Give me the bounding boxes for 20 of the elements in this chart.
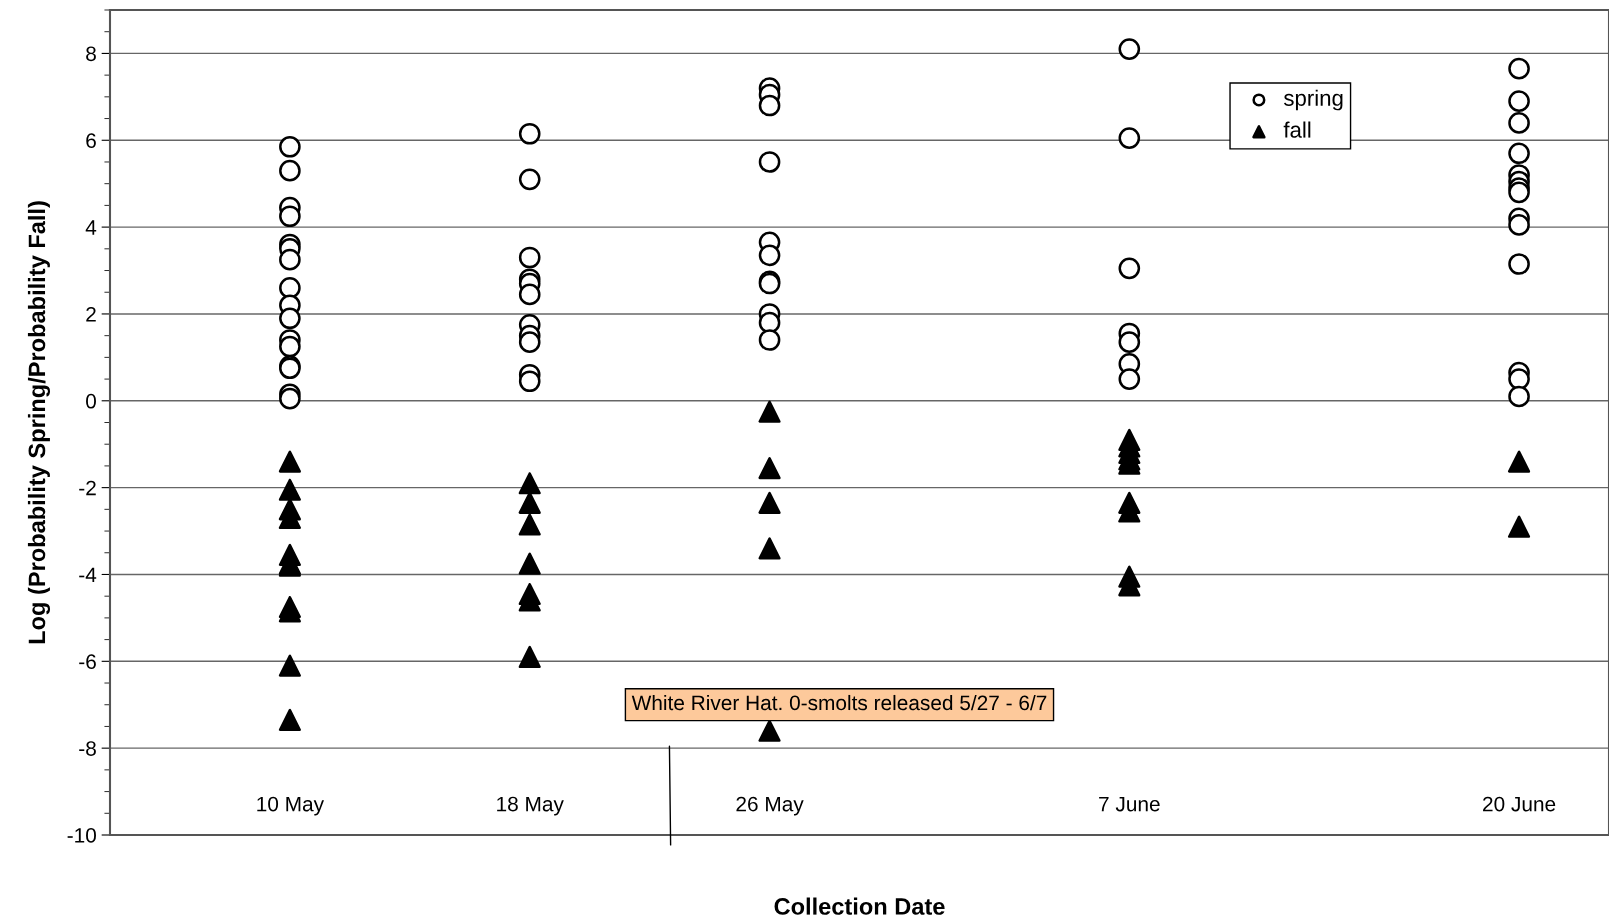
y-tick-label: -6 xyxy=(79,654,96,670)
x-tick-label: 18 May xyxy=(497,796,564,816)
y-tick-label: -10 xyxy=(67,828,96,843)
y-tick-label: 4 xyxy=(85,220,97,235)
x-tick-label: 26 May xyxy=(736,796,804,816)
annotation: White River Hat. 0-smolts released 5/27 - 6/7 xyxy=(631,694,1047,711)
y-tick-label: -8 xyxy=(79,741,96,756)
y-tick-label: 2 xyxy=(86,306,96,322)
x-tick-label: 7 June xyxy=(1099,796,1160,812)
legend-label: spring xyxy=(1283,89,1343,111)
y-tick-label: -4 xyxy=(79,567,97,583)
x-tick-label: 10 May xyxy=(257,796,324,816)
y-tick-label: -2 xyxy=(79,480,96,496)
y-tick-label: 0 xyxy=(86,393,96,409)
legend-label: fall xyxy=(1283,121,1311,138)
x-axis-title: Collection Date xyxy=(774,897,945,915)
y-tick-label: 6 xyxy=(86,133,96,149)
y-axis-title: Log (Probability Spring/Probability Fall) xyxy=(27,201,51,644)
x-tick-label: 20 June xyxy=(1483,796,1556,812)
y-tick-label: 8 xyxy=(86,46,96,62)
